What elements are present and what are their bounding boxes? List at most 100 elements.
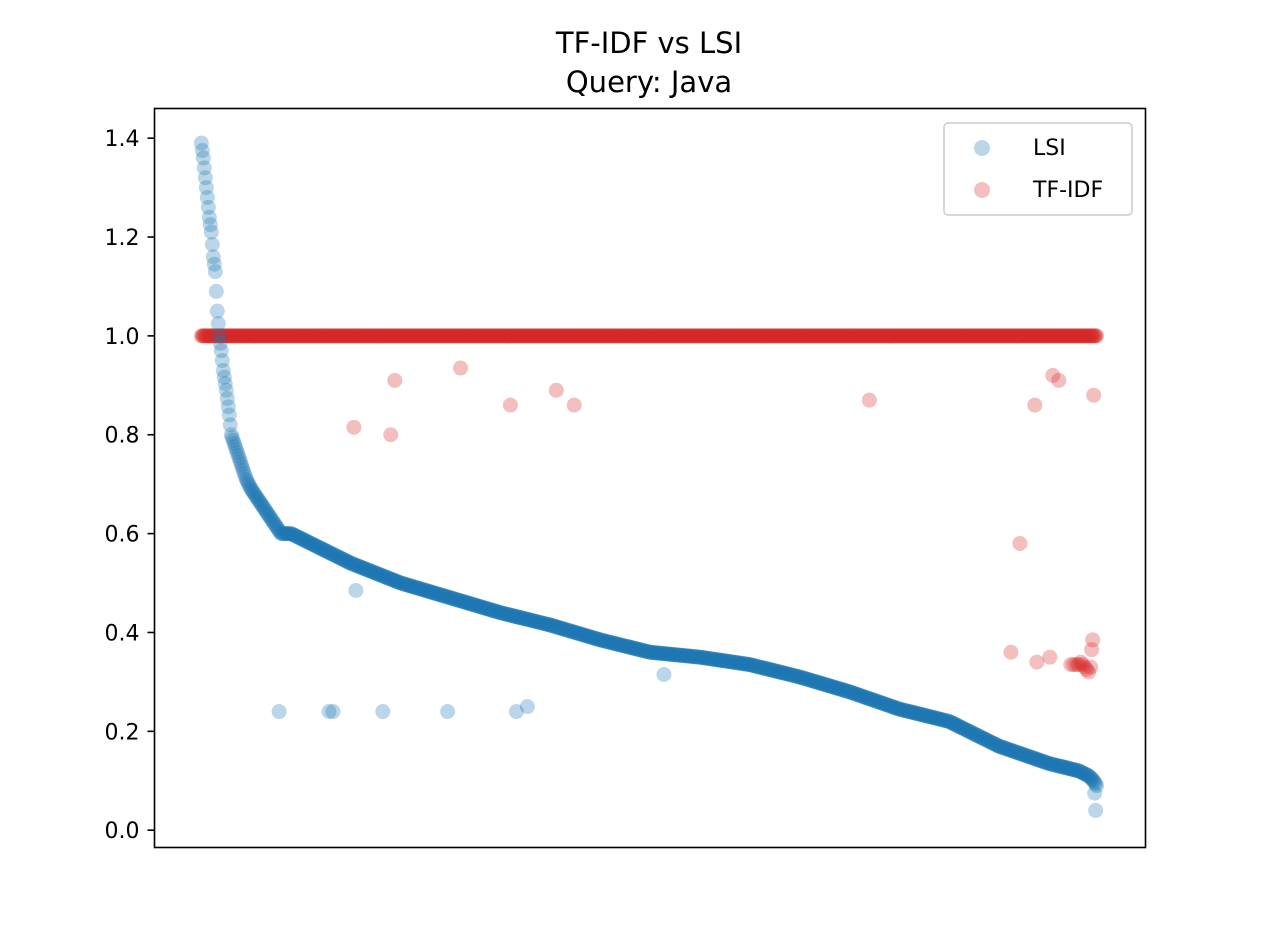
lsi-point: [860, 690, 876, 706]
tfidf-point: [409, 328, 425, 344]
lsi-point: [492, 605, 508, 621]
tfidf-point: [638, 328, 654, 344]
tfidf-point: [271, 328, 287, 344]
tfidf-point: [994, 328, 1010, 344]
lsi-point: [331, 549, 347, 565]
tfidf-point: [614, 328, 630, 344]
tfidf-point: [502, 328, 518, 344]
lsi-point: [831, 681, 847, 697]
lsi-point: [418, 582, 434, 598]
lsi-point: [804, 673, 820, 689]
lsi-point: [401, 577, 417, 593]
lsi-point: [287, 528, 303, 544]
tfidf-point: [811, 328, 827, 344]
tfidf-point: [850, 328, 866, 344]
lsi-point: [567, 624, 583, 640]
lsi-point: [1037, 754, 1053, 770]
lsi-point: [885, 699, 901, 715]
tfidf-point: [283, 328, 299, 344]
lsi-point: [884, 699, 900, 715]
tfidf-point: [819, 328, 835, 344]
tfidf-point: [275, 328, 291, 344]
lsi-point: [375, 568, 391, 584]
tfidf-point: [375, 328, 391, 344]
y-tick-label: 1.0: [105, 325, 140, 350]
lsi-point: [610, 636, 626, 652]
tfidf-point: [963, 328, 979, 344]
lsi-point: [573, 626, 589, 642]
lsi-point: [689, 649, 705, 665]
lsi-point: [431, 586, 447, 602]
tfidf-point: [753, 328, 769, 344]
lsi-point: [364, 564, 380, 580]
tfidf-point: [535, 328, 551, 344]
tfidf-point: [1065, 328, 1081, 344]
lsi-point: [598, 633, 614, 649]
lsi-point: [450, 592, 466, 608]
tfidf-point: [361, 328, 377, 344]
tfidf-point: [755, 328, 771, 344]
tfidf-point: [351, 328, 367, 344]
tfidf-point: [882, 328, 898, 344]
lsi-point: [505, 608, 521, 624]
tfidf-point: [426, 328, 442, 344]
tfidf-point: [653, 328, 669, 344]
lsi-point: [241, 477, 257, 493]
lsi-point: [415, 582, 431, 598]
tfidf-point: [344, 328, 360, 344]
lsi-point: [966, 726, 982, 742]
tfidf-point: [383, 427, 399, 443]
lsi-point: [564, 624, 580, 640]
tfidf-point: [684, 328, 700, 344]
tfidf-point: [887, 328, 903, 344]
tfidf-point: [257, 328, 273, 344]
lsi-point: [228, 442, 244, 458]
lsi-point: [938, 713, 954, 729]
tfidf-point: [909, 328, 925, 344]
tfidf-point: [1085, 632, 1101, 648]
tfidf-point: [448, 328, 464, 344]
tfidf-point: [533, 328, 549, 344]
tfidf-point: [573, 328, 589, 344]
tfidf-point: [405, 328, 421, 344]
lsi-point: [214, 353, 230, 369]
tfidf-point: [612, 328, 628, 344]
lsi-point: [853, 688, 869, 704]
tfidf-point: [334, 328, 350, 344]
lsi-point: [554, 621, 570, 637]
tfidf-point: [572, 328, 588, 344]
tfidf-point: [652, 328, 668, 344]
tfidf-point: [439, 328, 455, 344]
tfidf-point: [580, 328, 596, 344]
tfidf-point: [863, 328, 879, 344]
lsi-point: [308, 538, 324, 554]
tfidf-point: [1058, 328, 1074, 344]
tfidf-point: [1032, 328, 1048, 344]
tfidf-point: [569, 328, 585, 344]
lsi-point: [750, 659, 766, 675]
lsi-point: [194, 143, 210, 159]
lsi-point: [637, 643, 653, 659]
tfidf-point: [277, 328, 293, 344]
tfidf-point: [200, 328, 216, 344]
lsi-point: [247, 487, 263, 503]
tfidf-point: [688, 328, 704, 344]
tfidf-point: [581, 328, 597, 344]
tfidf-point: [311, 328, 327, 344]
lsi-point: [963, 724, 979, 740]
lsi-point: [621, 639, 637, 655]
tfidf-point: [262, 328, 278, 344]
lsi-point: [696, 650, 712, 666]
lsi-point: [348, 557, 364, 573]
lsi-point: [249, 490, 265, 506]
lsi-point: [336, 552, 352, 568]
tfidf-point: [396, 328, 412, 344]
tfidf-point: [502, 397, 518, 413]
tfidf-point: [675, 328, 691, 344]
lsi-point: [1039, 755, 1055, 771]
lsi-point: [908, 705, 924, 721]
tfidf-point: [520, 328, 536, 344]
lsi-point: [897, 703, 913, 719]
tfidf-point: [891, 328, 907, 344]
